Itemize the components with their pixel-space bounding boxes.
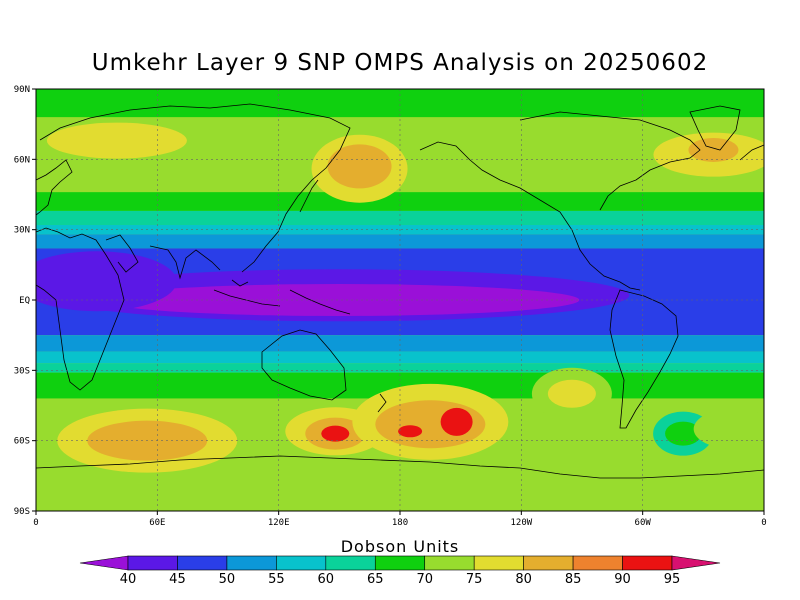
colorbar-swatch: [226, 555, 277, 571]
coastlines: [36, 103, 764, 479]
contour-region: [321, 425, 350, 442]
contour-region: [327, 144, 392, 189]
contour-band: [36, 335, 764, 352]
contour-band: [36, 351, 764, 364]
contour-region: [547, 379, 596, 408]
lon-tick-label: 180: [392, 518, 408, 528]
colorbar-level-label: 70: [416, 572, 433, 587]
colorbar-level-label: 50: [219, 572, 236, 587]
graticule: [36, 89, 764, 511]
colorbar-level-label: 85: [565, 572, 582, 587]
colorbar-level-label: 90: [614, 572, 631, 587]
contour-region: [665, 421, 702, 446]
colorbar-level-label: 80: [515, 572, 532, 587]
colorbar-level-label: 45: [169, 572, 186, 587]
lat-tick-label: 90S: [14, 507, 30, 517]
contour-region: [693, 408, 764, 449]
lat-tick-label: 30S: [14, 366, 30, 376]
colorbar-level-label: 40: [120, 572, 137, 587]
contour-band: [36, 363, 764, 373]
colorbar-high-arrow: [671, 555, 721, 571]
contour-band: [36, 210, 764, 225]
contour-region: [36, 251, 177, 312]
colorbar-swatch: [473, 555, 524, 571]
colorbar-low-arrow: [79, 555, 129, 571]
lat-tick-label: 60N: [14, 155, 30, 165]
colorbar-title: Dobson Units: [341, 537, 460, 556]
lon-tick-label: 120W: [510, 518, 532, 528]
colorbar-swatch: [622, 555, 673, 571]
contour-band: [36, 89, 764, 118]
colorbar-swatch: [572, 555, 623, 571]
contour-band: [36, 192, 764, 211]
latitude-axis: 90N 60N 30N EQ 30S 60S 90S: [14, 85, 36, 517]
colorbar-swatch: [177, 555, 228, 571]
map-title: Umkehr Layer 9 SNP OMPS Analysis on 2025…: [91, 50, 709, 76]
contour-region: [688, 137, 739, 162]
lat-tick-label: EQ: [19, 296, 30, 306]
colorbar-swatch: [276, 555, 327, 571]
colorbar-swatch: [127, 555, 178, 571]
contour-band: [36, 234, 764, 249]
colorbar-swatch: [374, 555, 426, 571]
lat-tick-label: 30N: [14, 226, 30, 236]
colorbar-swatch: [424, 555, 475, 571]
contour-region: [440, 407, 473, 436]
lon-tick-label: 120E: [268, 518, 290, 528]
colorbar-swatch: [523, 555, 574, 571]
longitude-axis: 0 60E 120E 180 120W 60W 0: [33, 511, 767, 528]
colorbar-level-label: 95: [664, 572, 681, 587]
colorbar-swatch: [325, 555, 376, 571]
colorbar-level-label: 75: [466, 572, 483, 587]
contour-region: [398, 425, 423, 438]
lon-tick-label: 0: [761, 518, 766, 528]
colorbar-level-label: 65: [367, 572, 384, 587]
colorbar: 40 45 50 55 60 65 70 75 80 85 90 95 Dobson Units: [79, 537, 721, 587]
colorbar-level-label: 60: [318, 572, 335, 587]
heatmap-field: [36, 89, 764, 511]
colorbar-level-label: 55: [268, 572, 285, 587]
lon-tick-label: 0: [33, 518, 38, 528]
lon-tick-label: 60W: [635, 518, 652, 528]
contour-region: [46, 122, 187, 159]
lat-tick-label: 60S: [14, 437, 30, 447]
lat-tick-label: 90N: [14, 85, 30, 95]
lon-tick-label: 60E: [149, 518, 165, 528]
